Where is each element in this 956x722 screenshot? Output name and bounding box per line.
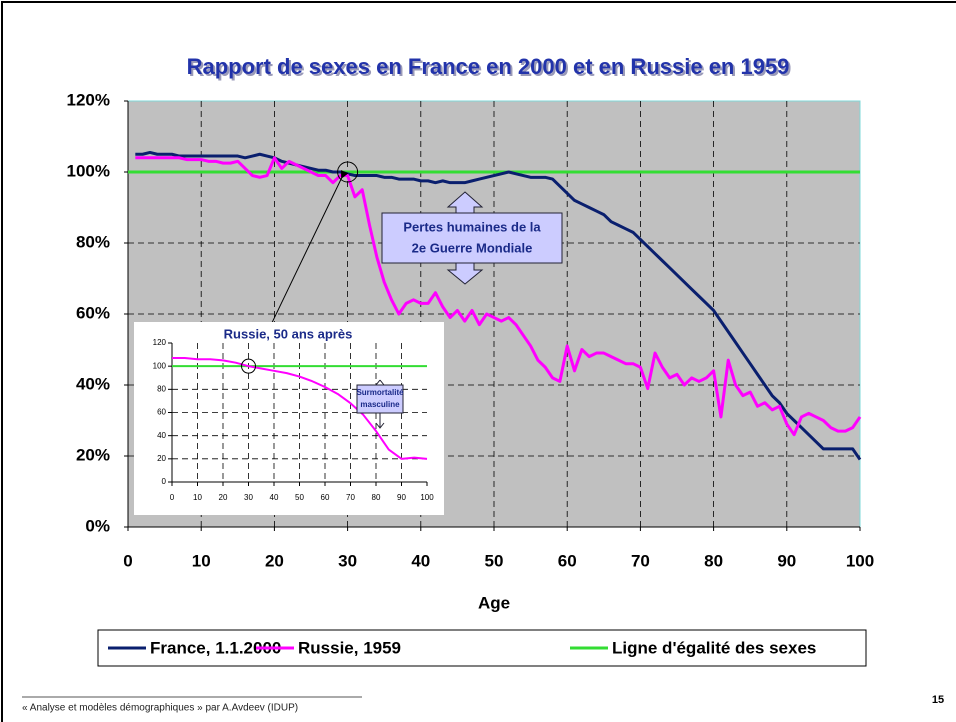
- series-line: [172, 357, 428, 460]
- legend-label: France, 1.1.2000: [150, 638, 281, 657]
- arrow: [375, 379, 385, 429]
- x-tick-label: 30: [244, 493, 253, 502]
- page-title: Rapport de sexes en France en 2000 et en…: [187, 54, 790, 79]
- page-number: 15: [932, 694, 944, 706]
- highlight-circle: [241, 358, 256, 374]
- series-line: [135, 150, 862, 461]
- x-tick-label: 0: [170, 493, 175, 502]
- footer: « Analyse et modèles démographiques » pa…: [22, 703, 298, 714]
- x-tick-label: 40: [411, 551, 430, 570]
- x-tick-label: 90: [397, 493, 406, 502]
- x-tick-label: 70: [346, 493, 355, 502]
- inset-title: Russie, 50 ans après: [224, 326, 353, 341]
- inset-chart: 0 20 40 60 80 100 120 0 10 20 30 40 50 60 70 80 90 100 Rus…: [134, 322, 444, 515]
- y-tick-label: 20%: [76, 445, 110, 464]
- x-tick-label: 50: [295, 493, 304, 502]
- y-tick-label: 80: [157, 384, 166, 393]
- y-tick-label: 60: [157, 408, 166, 417]
- x-tick-label: 50: [485, 551, 504, 570]
- y-tick-label: 120%: [67, 90, 110, 109]
- title-shadow: Rapport de sexes en France en 2000 et en…: [189, 56, 792, 81]
- y-tick-label: 100%: [67, 161, 110, 180]
- x-tick-label: 100: [846, 551, 874, 570]
- x-tick-label: 20: [265, 551, 284, 570]
- annotation: 2e Guerre Mondiale: [412, 240, 533, 255]
- x-tick-label: 60: [321, 493, 330, 502]
- x-tick-label: 20: [219, 493, 228, 502]
- y-tick-label: 80%: [76, 232, 110, 251]
- x-tick-label: 90: [777, 551, 796, 570]
- x-tick-label: 80: [704, 551, 723, 570]
- x-tick-label: 10: [192, 551, 211, 570]
- x-tick-label: 60: [558, 551, 577, 570]
- x-tick-label: 100: [420, 493, 434, 502]
- legend-label: Ligne d'égalité des sexes: [612, 638, 816, 657]
- y-tick-label: 100: [153, 361, 167, 370]
- y-tick-label: 40%: [76, 374, 110, 393]
- legend-label: Russie, 1959: [298, 638, 401, 657]
- y-tick-label: 0%: [85, 516, 110, 535]
- annotation-box: [356, 384, 404, 414]
- y-tick-label: 0: [162, 477, 167, 486]
- x-tick-label: 40: [270, 493, 279, 502]
- x-tick-label: 80: [372, 493, 381, 502]
- annotation: masculine: [360, 400, 400, 409]
- annotation: Pertes humaines de la: [403, 219, 541, 234]
- x-tick-label: 10: [193, 493, 202, 502]
- x-tick-label: 30: [338, 551, 357, 570]
- x-axis-label: Age: [478, 593, 510, 612]
- annotation: Surmortalité: [356, 388, 404, 397]
- legend-box: [97, 629, 867, 667]
- annotation-box: [381, 212, 563, 264]
- x-tick-label: 0: [123, 551, 132, 570]
- y-tick-label: 60%: [76, 303, 110, 322]
- y-tick-label: 120: [153, 338, 167, 347]
- y-tick-label: 40: [157, 431, 166, 440]
- x-tick-label: 70: [631, 551, 650, 570]
- y-tick-label: 20: [157, 454, 166, 463]
